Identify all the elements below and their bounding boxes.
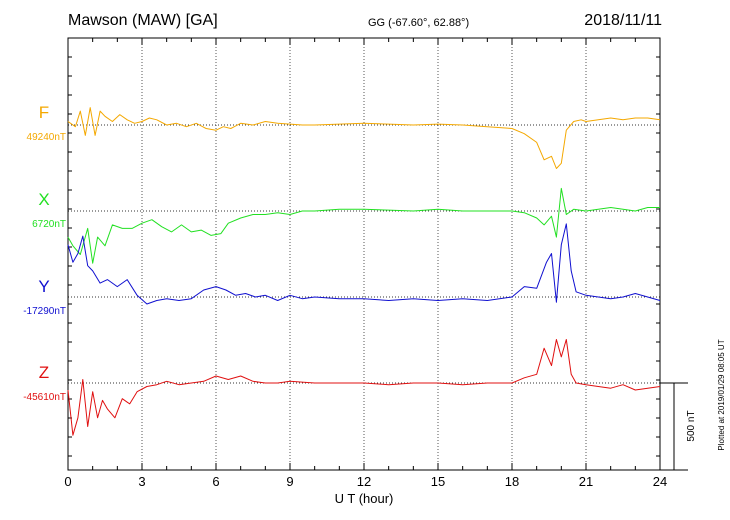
scale-bar: 500 nT [660,382,697,471]
scale-bar-label: 500 nT [686,410,697,441]
station-coordinates: GG (-67.60°, 62.88°) [368,17,470,29]
x-axis-label: U T (hour) [335,491,394,506]
series-name-Y: Y [38,277,49,296]
series-baseline-X: 6720nT [32,219,66,230]
series-line-F [67,107,661,169]
series-line-Z [67,339,661,436]
x-tick-label-3: 3 [138,474,145,489]
series-line-Y [67,223,661,305]
plotted-at-note: Plotted at 2019/01/29 08:05 UT [717,339,726,450]
grid-lines [68,38,660,470]
x-tick-label-15: 15 [431,474,445,489]
x-tick-labels: 0 3 6 9 12 15 18 21 24 [64,474,667,489]
plot-date: 2018/11/11 [584,12,662,29]
series-baseline-Y: -17290nT [23,306,66,317]
x-tick-label-0: 0 [64,474,71,489]
series-name-Z: Z [39,363,49,382]
x-tick-label-18: 18 [505,474,519,489]
x-tick-label-21: 21 [579,474,593,489]
x-tick-label-24: 24 [653,474,667,489]
x-tick-label-9: 9 [286,474,293,489]
series-baseline-Z: -45610nT [23,392,66,403]
station-title: Mawson (MAW) [GA] [68,12,218,29]
x-tick-label-12: 12 [357,474,371,489]
series-name-F: F [39,103,49,122]
x-tick-label-6: 6 [212,474,219,489]
series-labels: F 49240nT X 6720nT Y -17290nT Z -45610nT [23,103,66,403]
series-name-X: X [38,190,49,209]
series-baseline-F: 49240nT [27,132,66,143]
series-group [67,107,661,436]
series-line-X [67,187,660,264]
